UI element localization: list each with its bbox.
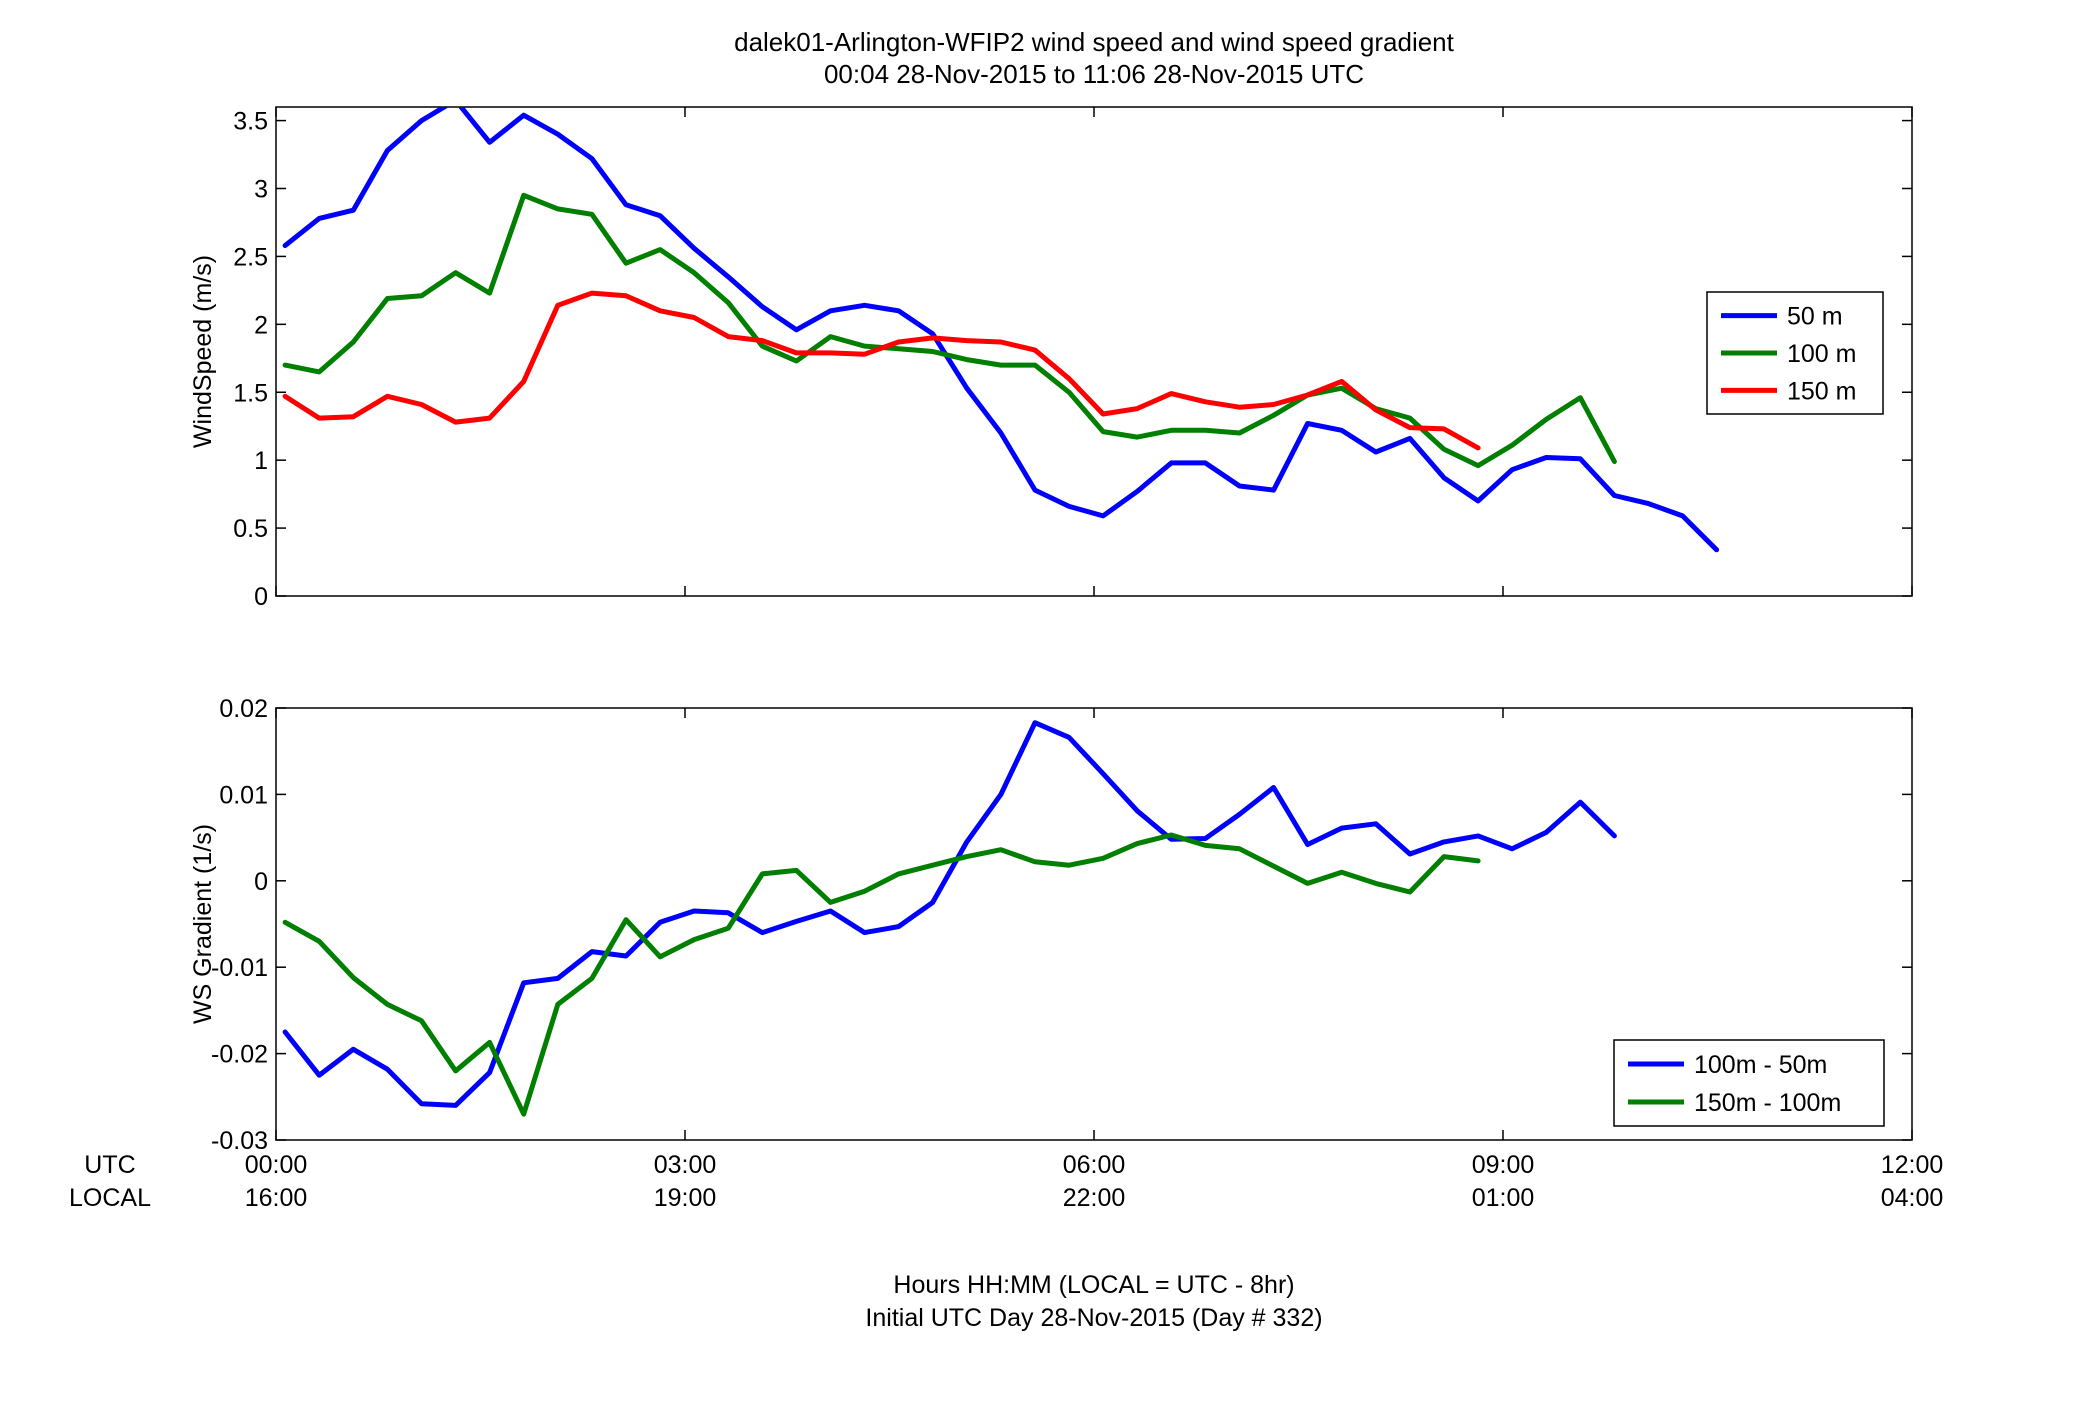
utc-tick-label: 12:00: [1881, 1151, 1944, 1179]
windspeed-panel: 0 0.5 1 1.5 2 2.5 3 3.5 WindSpeed (m/s) 50 m 100 m…: [189, 106, 1913, 611]
y-tick-label: 1.5: [233, 379, 268, 407]
y-tick-label: 3.5: [233, 108, 268, 136]
y-tick-label: 2: [254, 311, 268, 339]
legend: 100m - 50m 150m - 100m: [1613, 1039, 1885, 1127]
local-tick-label: 16:00: [245, 1184, 308, 1212]
local-tick-label: 22:00: [1063, 1184, 1126, 1212]
utc-tick-label: 03:00: [654, 1151, 717, 1179]
series-line-150m-100m: [282, 832, 1481, 1117]
y-tick-label: -0.02: [211, 1041, 268, 1069]
series-line-100-m: [282, 192, 1617, 469]
y-tick-label: -0.01: [211, 954, 268, 982]
local-row-label: LOCAL: [69, 1184, 151, 1212]
series-line-50-m: [282, 107, 1720, 553]
windspeed-m-s-axis-label: WindSpeed (m/s): [189, 255, 217, 448]
utc-row-label: UTC: [84, 1151, 135, 1179]
y-tick-label: 2.5: [233, 243, 268, 271]
ws-gradient-1-s-axis-label: WS Gradient (1/s): [189, 824, 217, 1024]
legend-label: 100m - 50m: [1694, 1051, 1827, 1079]
series-line-150-m: [282, 290, 1481, 451]
figure-title-line2: 00:04 28-Nov-2015 to 11:06 28-Nov-2015 U…: [824, 59, 1364, 89]
x-axis-label-line1: Hours HH:MM (LOCAL = UTC - 8hr): [893, 1271, 1294, 1299]
plot-frame: [275, 106, 1913, 597]
legend-box: [1613, 1039, 1885, 1127]
y-tick-label: 0.02: [219, 695, 268, 723]
legend-label: 150 m: [1787, 377, 1856, 405]
y-tick-label: 0.5: [233, 515, 268, 543]
y-tick-label: 0: [254, 583, 268, 611]
legend-label: 150m - 100m: [1694, 1089, 1841, 1117]
y-tick-label: 1: [254, 447, 268, 475]
y-tick-label: 0: [254, 868, 268, 896]
y-tick-label: -0.03: [211, 1127, 268, 1155]
utc-tick-label: 00:00: [245, 1151, 308, 1179]
local-tick-label: 01:00: [1472, 1184, 1535, 1212]
y-tick-label: 3: [254, 176, 268, 204]
legend-label: 100 m: [1787, 340, 1856, 368]
series-line-100m-50m: [282, 720, 1617, 1108]
x-axis-label-line2: Initial UTC Day 28-Nov-2015 (Day # 332): [865, 1304, 1322, 1332]
y-tick-label: 0.01: [219, 781, 268, 809]
figure-title-line1: dalek01-Arlington-WFIP2 wind speed and w…: [734, 27, 1455, 57]
local-tick-label: 04:00: [1881, 1184, 1944, 1212]
legend: 50 m 100 m 150 m: [1706, 291, 1884, 415]
local-tick-label: 19:00: [654, 1184, 717, 1212]
utc-tick-label: 09:00: [1472, 1151, 1535, 1179]
x-axis-tick-labels: 00:00 16:00 03:00 19:00 06:00 22:00 09:00 01:00…: [245, 1151, 1944, 1212]
gradient-panel: -0.03 -0.02 -0.01 0 0.01 0.02 WS Gradient (1/s…: [189, 695, 1913, 1155]
legend-label: 50 m: [1787, 303, 1843, 331]
utc-tick-label: 06:00: [1063, 1151, 1126, 1179]
